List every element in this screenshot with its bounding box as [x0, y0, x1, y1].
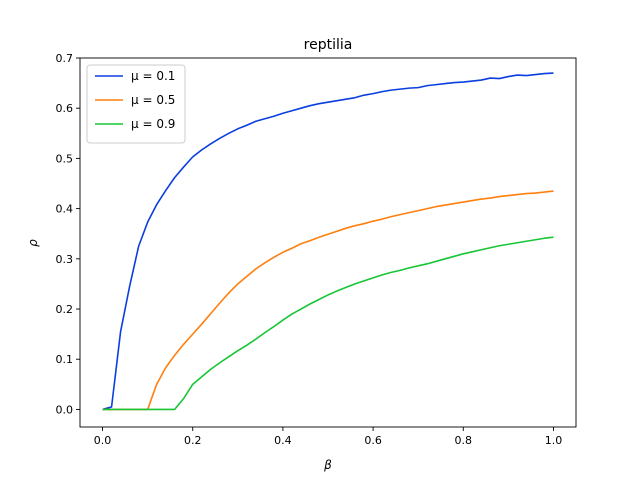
- y-tick-label: 0.2: [56, 303, 74, 316]
- legend-label-2: μ = 0.5: [131, 93, 175, 107]
- axes: 0.0 0.2 0.4 0.6 0.8 1.0 0.0 0.1 0.2 0.3 0.4 0.5 0.6 0…: [56, 52, 577, 447]
- y-axis-label: ρ: [26, 239, 40, 247]
- legend: μ = 0.1 μ = 0.5 μ = 0.9: [86, 64, 186, 144]
- x-tick-label: 0.6: [364, 434, 382, 447]
- axes-frame: [79, 57, 577, 428]
- series-line-3: [102, 236, 554, 411]
- series-line-1: [102, 72, 554, 411]
- y-tick-label: 0.1: [56, 353, 74, 366]
- y-tick-label: 0.3: [56, 253, 74, 266]
- x-tick-label: 0.8: [455, 434, 473, 447]
- legend-label-3: μ = 0.9: [131, 117, 175, 131]
- x-axis-label: β: [323, 458, 332, 472]
- y-tick-label: 0.6: [56, 102, 74, 115]
- x-tick-label: 1.0: [545, 434, 563, 447]
- y-tick-label: 0.0: [56, 403, 74, 416]
- y-tick-label: 0.4: [56, 203, 74, 216]
- x-tick-label: 0.0: [94, 434, 112, 447]
- y-tick-label: 0.7: [56, 52, 74, 65]
- legend-label-1: μ = 0.1: [131, 69, 175, 83]
- series-line-2: [102, 190, 554, 411]
- series-lines: [102, 72, 554, 411]
- x-tick-label: 0.4: [274, 434, 292, 447]
- chart-title: reptilia: [304, 37, 353, 53]
- y-tick-label: 0.5: [56, 152, 74, 165]
- x-tick-label: 0.2: [184, 434, 202, 447]
